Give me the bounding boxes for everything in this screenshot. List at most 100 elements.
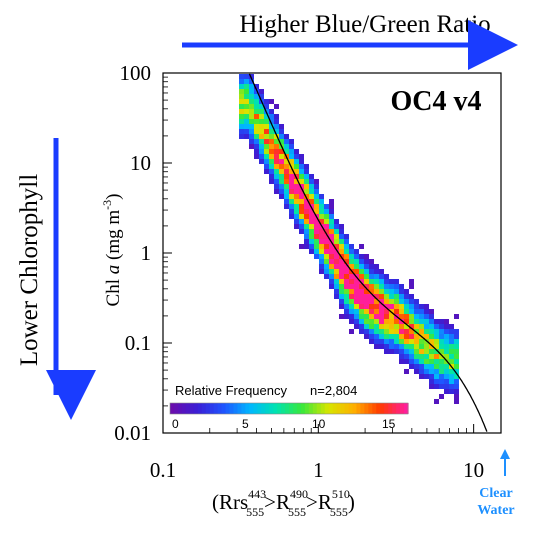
heatmap-bin xyxy=(294,219,299,224)
heatmap-bin xyxy=(309,239,314,244)
heatmap-bin xyxy=(399,344,404,349)
heatmap-bin xyxy=(329,224,334,229)
heatmap-bin xyxy=(399,354,404,359)
heatmap-bin xyxy=(259,124,264,129)
colorbar-label: Relative Frequency xyxy=(175,383,287,398)
heatmap-bin xyxy=(294,189,299,194)
x-axis-label-suffix: ) xyxy=(348,490,355,514)
heatmap-bin xyxy=(239,109,244,114)
colorbar-swatch xyxy=(392,403,397,414)
heatmap-bin xyxy=(369,299,374,304)
heatmap-bin xyxy=(284,134,289,139)
heatmap-bin xyxy=(339,259,344,264)
heatmap-bin xyxy=(239,84,244,89)
x-axis-label-prefix: (Rrs xyxy=(212,490,248,514)
heatmap-bin xyxy=(399,294,404,299)
heatmap-bin xyxy=(379,274,384,279)
heatmap-bin xyxy=(424,369,429,374)
heatmap-bin xyxy=(429,339,434,344)
heatmap-bin xyxy=(399,304,404,309)
heatmap-bin xyxy=(249,94,254,99)
heatmap-bin xyxy=(259,129,264,134)
heatmap-bin xyxy=(284,179,289,184)
heatmap-bin xyxy=(434,324,439,329)
heatmap-bin xyxy=(399,329,404,334)
heatmap-bin xyxy=(429,334,434,339)
heatmap-bin xyxy=(454,379,459,384)
heatmap-bin xyxy=(364,304,369,309)
heatmap-bin xyxy=(454,344,459,349)
heatmap-bin xyxy=(364,269,369,274)
heatmap-bin xyxy=(424,344,429,349)
heatmap-bin xyxy=(339,244,344,249)
heatmap-bin xyxy=(349,329,354,334)
heatmap-bin xyxy=(374,269,379,274)
heatmap-bin xyxy=(284,139,289,144)
heatmap-bin xyxy=(369,304,374,309)
heatmap-bin xyxy=(274,169,279,174)
x-axis-label-b3-sup: 510 xyxy=(332,487,350,501)
heatmap-bin xyxy=(359,289,364,294)
colorbar-swatch xyxy=(388,403,393,414)
heatmap-bin xyxy=(434,354,439,359)
heatmap-bin xyxy=(394,339,399,344)
colorbar-swatch xyxy=(281,403,286,414)
heatmap-bin xyxy=(379,324,384,329)
heatmap-bin xyxy=(379,329,384,334)
heatmap-bin xyxy=(284,144,289,149)
heatmap-bin xyxy=(259,154,264,159)
heatmap-bin xyxy=(309,224,314,229)
heatmap-bin xyxy=(404,309,409,314)
heatmap-bin xyxy=(379,344,384,349)
heatmap-bin xyxy=(394,329,399,334)
heatmap-bin xyxy=(264,154,269,159)
heatmap-bin xyxy=(269,144,274,149)
x-axis-label-b3: >R xyxy=(306,490,332,514)
heatmap-bin xyxy=(349,304,354,309)
heatmap-bin xyxy=(384,284,389,289)
heatmap-bin xyxy=(434,369,439,374)
heatmap-bin xyxy=(434,349,439,354)
heatmap-bin xyxy=(284,169,289,174)
heatmap-bin xyxy=(364,279,369,284)
heatmap-bin xyxy=(339,289,344,294)
heatmap-bin xyxy=(289,184,294,189)
heatmap-bin xyxy=(384,314,389,319)
heatmap-bin xyxy=(439,319,444,324)
heatmap-bin xyxy=(419,309,424,314)
heatmap-bin xyxy=(419,369,424,374)
heatmap-bin xyxy=(369,329,374,334)
heatmap-bin xyxy=(379,289,384,294)
heatmap-bin xyxy=(394,294,399,299)
heatmap-bin xyxy=(444,349,449,354)
heatmap-bin xyxy=(329,229,334,234)
colorbar-swatch xyxy=(304,403,310,414)
heatmap-bin xyxy=(444,389,449,394)
heatmap-bin xyxy=(294,204,299,209)
heatmap-bin xyxy=(324,239,329,244)
heatmap-bin xyxy=(349,279,354,284)
heatmap-bin xyxy=(334,219,339,224)
heatmap-bin xyxy=(279,194,284,199)
heatmap-bin xyxy=(269,139,274,144)
heatmap-bin xyxy=(424,314,429,319)
heatmap-bin xyxy=(324,204,329,209)
colorbar-swatch xyxy=(336,403,342,414)
heatmap-bin xyxy=(299,169,304,174)
heatmap-bin xyxy=(299,204,304,209)
heatmap-bin xyxy=(354,289,359,294)
heatmap-bin xyxy=(254,104,259,109)
heatmap-bin xyxy=(289,204,294,209)
heatmap-bin xyxy=(434,334,439,339)
heatmap-bin xyxy=(344,244,349,249)
heatmap-bin xyxy=(414,309,419,314)
heatmap-bin xyxy=(444,364,449,369)
heatmap-bin xyxy=(449,384,454,389)
heatmap-bin xyxy=(349,249,354,254)
heatmap-bin xyxy=(319,264,324,269)
heatmap-bin xyxy=(354,294,359,299)
heatmap-bin xyxy=(354,279,359,284)
heatmap-bin xyxy=(404,294,409,299)
heatmap-bin xyxy=(389,339,394,344)
heatmap-bin xyxy=(304,229,309,234)
